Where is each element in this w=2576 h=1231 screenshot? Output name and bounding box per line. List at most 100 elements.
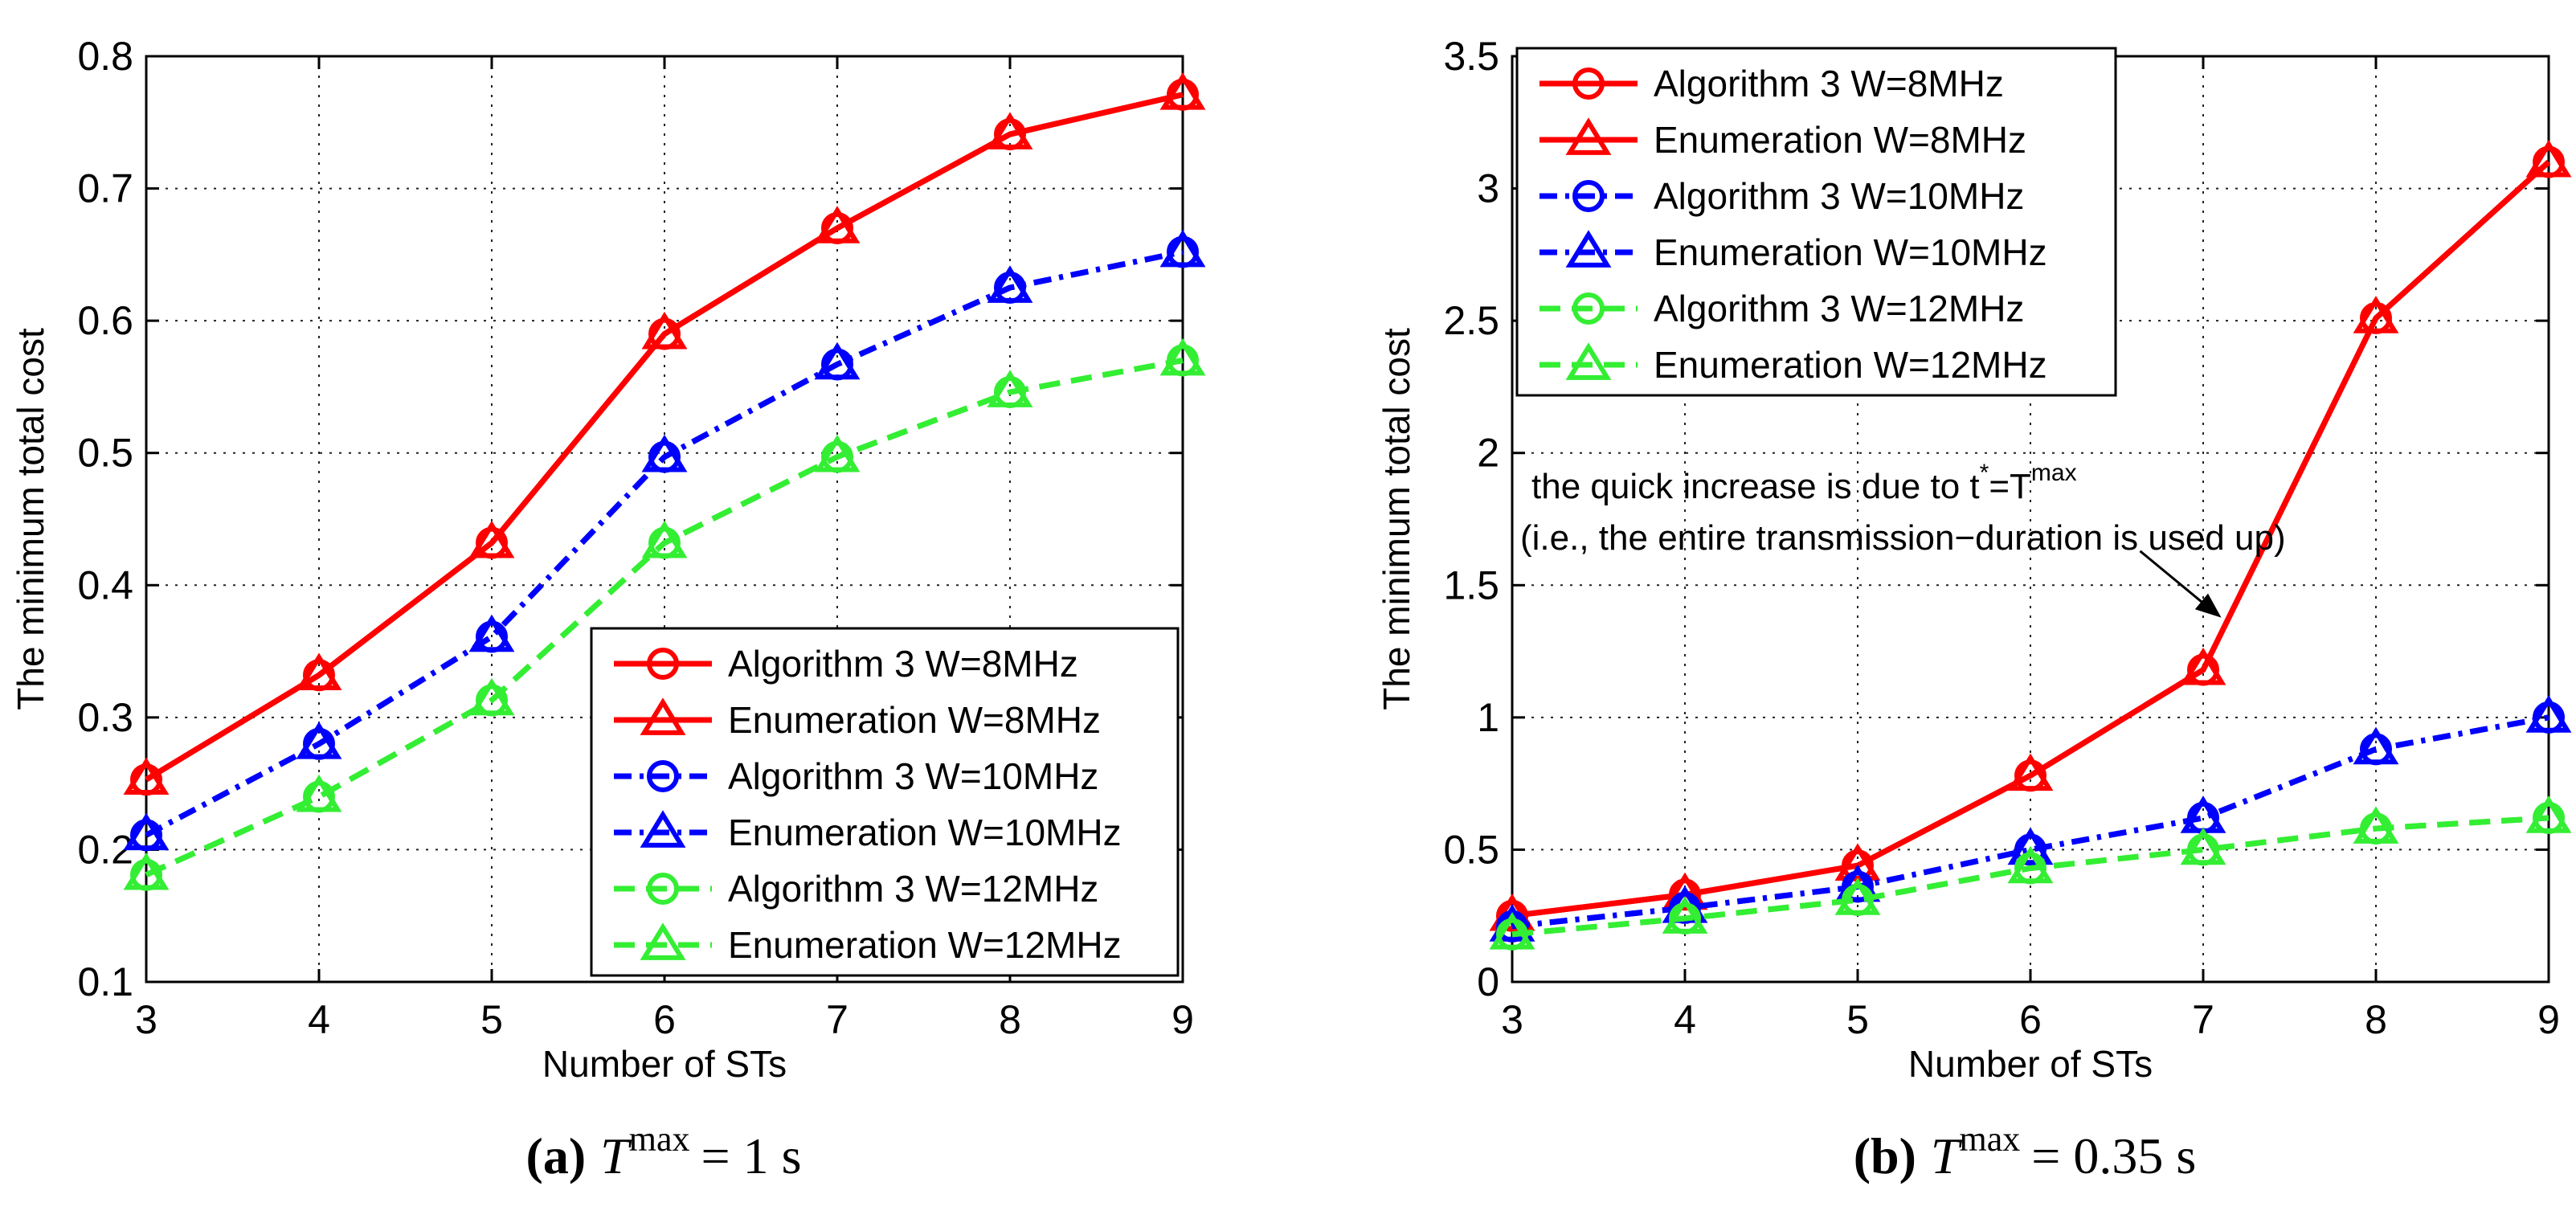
chart-2-legend-label: Enumeration W=10MHz bbox=[1654, 231, 2047, 273]
chart-1-legend-marker bbox=[647, 873, 679, 905]
chart-2-x-axis-label: Number of STs bbox=[1908, 1043, 2153, 1085]
chart-2-legend-marker bbox=[1565, 117, 1612, 155]
chart-2-point-enumeration-w-12mhz bbox=[1489, 911, 1535, 950]
chart-2-y-tick-label: 1.5 bbox=[1443, 562, 1499, 607]
chart-2-legend-box bbox=[1515, 47, 2117, 397]
chart-2-legend-label: Enumeration W=12MHz bbox=[1654, 344, 2047, 386]
chart-2-legend-label: Algorithm 3 W=10MHz bbox=[1654, 175, 2024, 217]
chart-2-point-enumeration-w-8mhz bbox=[1662, 872, 1708, 910]
chart-2-series-enumeration-w-10mhz bbox=[1489, 695, 2572, 942]
chart-2-annotation-line2: (i.e., the entire transmission−duration … bbox=[1520, 518, 2286, 558]
chart-2-annotation-tail: =T bbox=[1989, 467, 2031, 506]
chart-1-legend-label: Algorithm 3 W=10MHz bbox=[728, 755, 1098, 797]
chart-1-y-tick-label: 0.8 bbox=[77, 34, 133, 79]
chart-1-point-enumeration-w-12mhz bbox=[123, 852, 170, 890]
chart-1-point-enumeration-w-8mhz bbox=[296, 652, 342, 691]
chart-1-point-enumeration-w-8mhz bbox=[1159, 72, 1206, 110]
chart-2-legend-marker bbox=[1572, 67, 1605, 100]
chart-2-point-enumeration-w-8mhz bbox=[2180, 647, 2226, 685]
chart-1-legend: Algorithm 3 W=8MHz Enumeration W=8MHz Algo… bbox=[590, 627, 1180, 977]
chart-2-legend-entry: Enumeration W=10MHz bbox=[1539, 230, 2047, 273]
chart-2-point-enumeration-w-8mhz bbox=[2525, 139, 2572, 178]
chart-2-legend-entry: Algorithm 3 W=8MHz bbox=[1539, 63, 2004, 104]
chart-2-point-enumeration-w-12mhz bbox=[2007, 845, 2054, 884]
chart-1-y-tick-label: 0.4 bbox=[77, 562, 133, 607]
chart-2-annotation-text: the quick increase is due to t bbox=[1531, 467, 1980, 506]
chart-2-y-tick-label: 3 bbox=[1477, 166, 1499, 211]
chart-2-annotation-tail-superscript: max bbox=[2031, 460, 2077, 486]
chart-2-legend-label: Enumeration W=8MHz bbox=[1654, 119, 2026, 161]
chart-2-legend-label: Algorithm 3 W=8MHz bbox=[1654, 63, 2004, 104]
chart-2-y-tick-label: 2 bbox=[1477, 431, 1499, 476]
chart-1-legend-entry: Algorithm 3 W=12MHz bbox=[614, 868, 1098, 910]
chart-2-point-enumeration-w-8mhz bbox=[2007, 753, 2054, 791]
chart-1-y-tick-label: 0.3 bbox=[77, 695, 133, 740]
chart-2-point-enumeration-w-12mhz bbox=[1662, 896, 1708, 934]
chart-1-point-enumeration-w-10mhz bbox=[1159, 229, 1206, 268]
chart-1-series-enumeration-w-10mhz bbox=[123, 229, 1206, 851]
chart-2-series-enumeration-w-12mhz bbox=[1489, 795, 2572, 950]
chart-2-caption-superscript: max bbox=[1960, 1119, 2021, 1159]
chart-1-legend-label: Enumeration W=10MHz bbox=[728, 812, 1122, 853]
chart-1-x-tick-label: 8 bbox=[999, 997, 1021, 1042]
chart-1-caption-superscript: max bbox=[629, 1119, 690, 1159]
chart-1-x-tick-label: 3 bbox=[135, 997, 157, 1042]
chart-2-annotation-arrow-head bbox=[2194, 593, 2222, 618]
chart-1-point-enumeration-w-12mhz bbox=[987, 370, 1033, 407]
chart-1-point-enumeration-w-12mhz bbox=[641, 520, 688, 558]
chart-1-legend-marker bbox=[647, 648, 679, 680]
chart-1-caption-text: (a) Tmax = 1 s bbox=[526, 1119, 802, 1184]
chart-2-annotation-arrow-shaft bbox=[2139, 550, 2210, 609]
chart-2-legend: Algorithm 3 W=8MHz Enumeration W=8MHz Algo… bbox=[1515, 47, 2117, 397]
chart-2-caption-value: = 0.35 s bbox=[2031, 1127, 2196, 1184]
chart-2-legend-marker bbox=[1572, 292, 1605, 325]
chart-1-x-tick-label: 5 bbox=[480, 997, 503, 1042]
chart-1-x-axis-label: Number of STs bbox=[542, 1043, 787, 1085]
chart-2-point-enumeration-w-12mhz bbox=[1834, 877, 1881, 915]
chart-1-legend-entry: Algorithm 3 W=10MHz bbox=[614, 755, 1098, 797]
chart-2-y-tick-label: 0 bbox=[1477, 959, 1499, 1004]
chart-2-legend-entry: Enumeration W=8MHz bbox=[1539, 117, 2026, 161]
chart-2-x-tick-label: 3 bbox=[1501, 997, 1523, 1042]
chart-1-caption-value: = 1 s bbox=[701, 1127, 801, 1184]
chart-1-legend-label: Algorithm 3 W=12MHz bbox=[728, 868, 1098, 910]
chart-2-line-enumeration-w-10mhz bbox=[1511, 714, 2549, 930]
chart-1-series-enumeration-w-8mhz bbox=[123, 72, 1206, 795]
chart-2-point-enumeration-w-10mhz bbox=[2007, 827, 2054, 865]
chart-2-y-tick-label: 0.5 bbox=[1443, 827, 1499, 872]
chart-1-y-tick-label: 0.7 bbox=[77, 166, 133, 211]
chart-1-y-tick-label: 0.6 bbox=[77, 298, 133, 343]
chart-1-point-enumeration-w-8mhz bbox=[468, 520, 515, 558]
chart-1-legend-marker bbox=[640, 810, 686, 848]
chart-1-legend-marker bbox=[647, 760, 679, 792]
chart-1-point-enumeration-w-10mhz bbox=[123, 812, 170, 851]
chart-1-series-enumeration-w-12mhz bbox=[123, 337, 1206, 890]
chart-1-caption: (a) Tmax = 1 s bbox=[526, 1119, 802, 1184]
chart-2-x-tick-label: 4 bbox=[1674, 997, 1696, 1042]
chart-2-legend-marker bbox=[1565, 342, 1612, 380]
chart-2-point-enumeration-w-12mhz bbox=[2180, 827, 2226, 865]
chart-1-legend-marker bbox=[640, 697, 686, 735]
chart-1-point-enumeration-w-10mhz bbox=[296, 722, 342, 759]
chart-1-x-tick-label: 4 bbox=[308, 997, 330, 1042]
chart-2-legend-marker bbox=[1565, 230, 1612, 268]
chart-1-line-enumeration-w-8mhz bbox=[145, 92, 1184, 783]
chart-1-legend-entry: Algorithm 3 W=8MHz bbox=[614, 643, 1078, 685]
chart-2-point-enumeration-w-12mhz bbox=[2525, 795, 2572, 833]
chart-2-legend-entry: Algorithm 3 W=10MHz bbox=[1539, 175, 2024, 217]
chart-2-caption-text: (b) Tmax = 0.35 s bbox=[1854, 1119, 2197, 1184]
chart-2: 3 4 5 6 7 8 9 0 0.5 1 1.5 2 2.5 3 3.5 Number of STs The … bbox=[1376, 34, 2572, 1184]
chart-2-caption-label: (b) bbox=[1854, 1127, 1916, 1184]
chart-1-x-tick-label: 9 bbox=[1171, 997, 1194, 1042]
chart-1-point-enumeration-w-10mhz bbox=[641, 434, 688, 472]
chart-2-legend-marker bbox=[1572, 180, 1605, 212]
chart-2-point-enumeration-w-10mhz bbox=[1834, 864, 1881, 902]
chart-1-point-enumeration-w-12mhz bbox=[468, 677, 515, 716]
chart-1-point-enumeration-w-10mhz bbox=[468, 614, 515, 652]
chart-2-y-tick-label: 2.5 bbox=[1443, 298, 1499, 343]
chart-1-point-enumeration-w-12mhz bbox=[296, 774, 342, 812]
chart-2-point-enumeration-w-10mhz bbox=[2525, 695, 2572, 733]
chart-1-legend-entry: Enumeration W=10MHz bbox=[614, 810, 1122, 853]
chart-2-point-enumeration-w-8mhz bbox=[2353, 296, 2399, 333]
